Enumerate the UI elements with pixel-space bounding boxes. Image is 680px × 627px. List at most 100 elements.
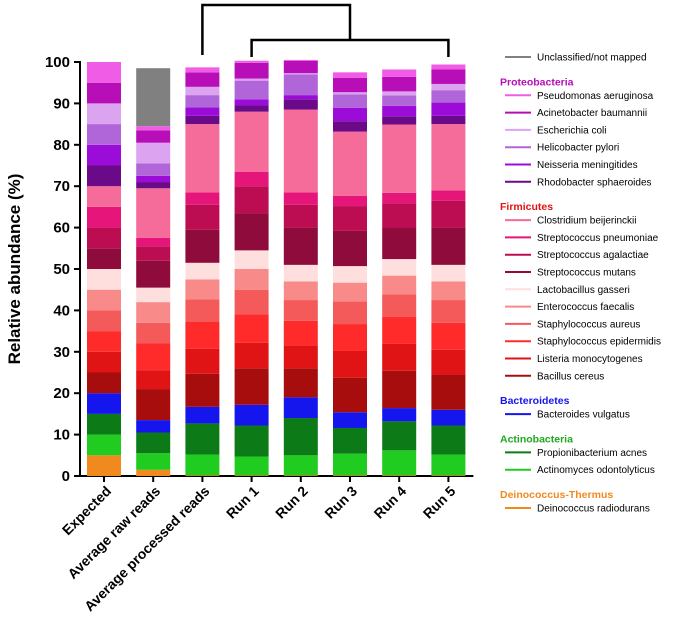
bar-segment-run-3-enterococcus-faecalis bbox=[333, 282, 367, 302]
bar-segment-average-raw-reads-acinetobacter-baumannii bbox=[136, 130, 171, 143]
bar-segment-average-raw-reads-listeria-monocytogenes bbox=[136, 370, 171, 390]
bar-segment-run-3-helicobacter-pylori bbox=[333, 94, 367, 108]
bar-segment-run-1-escherichia-coli bbox=[234, 78, 269, 81]
bar-segment-run-3-acinetobacter-baumannii bbox=[333, 77, 367, 93]
y-tick-label: 100 bbox=[45, 54, 70, 71]
y-tick-label: 30 bbox=[53, 344, 70, 361]
bar-segment-average-processed-reads-streptococcus-agalactiae bbox=[185, 204, 220, 230]
bar-segment-run-2-streptococcus-mutans bbox=[283, 227, 318, 265]
bar-segment-average-processed-reads-bacteroides-vulgatus bbox=[185, 406, 220, 424]
bar-segment-expected-neisseria-meningitides bbox=[87, 144, 121, 166]
bar-segment-run-1-pseudomonas-aeruginosa bbox=[234, 60, 269, 63]
bar-segment-run-4-staphylococcus-epidermidis bbox=[382, 317, 417, 344]
bar-segment-run-1-staphylococcus-epidermidis bbox=[234, 314, 269, 343]
bar-segment-run-3-lactobacillus-gasseri bbox=[333, 266, 367, 283]
legend-label-acinetobacter-baumannii: Acinetobacter baumannii bbox=[537, 108, 647, 119]
bar-segment-run-3-streptococcus-mutans bbox=[333, 230, 367, 267]
y-tick-label: 60 bbox=[53, 220, 70, 237]
y-tick-label: 0 bbox=[62, 468, 70, 485]
legend-label-streptococcus-pneumoniae: Streptococcus pneumoniae bbox=[537, 233, 659, 244]
bar-segment-run-2-neisseria-meningitides bbox=[283, 95, 318, 100]
bar-segment-expected-acinetobacter-baumannii bbox=[87, 82, 121, 104]
bar-segment-average-raw-reads-deinococcus-radiodurans bbox=[136, 469, 171, 476]
bar-segment-run-1-enterococcus-faecalis bbox=[234, 269, 269, 290]
bar-segment-run-3-bacteroides-vulgatus bbox=[333, 412, 367, 428]
bar-segment-run-2-deinococcus-radiodurans bbox=[283, 475, 318, 476]
bar-segment-run-2-listeria-monocytogenes bbox=[283, 345, 318, 369]
bar-segment-expected-pseudomonas-aeruginosa bbox=[87, 62, 121, 83]
bar-segment-average-processed-reads-streptococcus-pneumoniae bbox=[185, 192, 220, 205]
legend-label-bacillus-cereus: Bacillus cereus bbox=[537, 371, 604, 382]
bar-segment-run-1-streptococcus-pneumoniae bbox=[234, 171, 269, 187]
bar-segment-run-2-bacteroides-vulgatus bbox=[283, 397, 318, 419]
legend-label-enterococcus-faecalis: Enterococcus faecalis bbox=[537, 302, 634, 313]
x-tick-label: Run 3 bbox=[321, 483, 360, 522]
bar-segment-run-5-actinomyces-odontolyticus bbox=[431, 454, 466, 476]
bar-segment-run-1-streptococcus-agalactiae bbox=[234, 186, 269, 214]
bar-segment-run-1-streptococcus-mutans bbox=[234, 213, 269, 251]
bar-segment-expected-helicobacter-pylori bbox=[87, 124, 121, 145]
legend-label-listeria-monocytogenes: Listeria monocytogenes bbox=[537, 354, 643, 365]
bar-segment-average-raw-reads-clostridium-beijerinckii bbox=[136, 188, 171, 238]
bar-segment-expected-streptococcus-mutans bbox=[87, 248, 121, 269]
bar-segment-average-raw-reads-pseudomonas-aeruginosa bbox=[136, 126, 171, 131]
bar-segment-average-processed-reads-listeria-monocytogenes bbox=[185, 348, 220, 374]
x-tick-label: Run 5 bbox=[420, 483, 459, 522]
bar-segment-run-5-staphylococcus-epidermidis bbox=[431, 322, 466, 350]
bar-segment-run-2-lactobacillus-gasseri bbox=[283, 264, 318, 282]
bar-segment-average-raw-reads-streptococcus-agalactiae bbox=[136, 246, 171, 261]
bar-segment-run-5-escherichia-coli bbox=[431, 83, 466, 91]
bar-segment-average-processed-reads-neisseria-meningitides bbox=[185, 107, 220, 116]
bar-segment-run-5-staphylococcus-aureus bbox=[431, 300, 466, 323]
bar-segment-run-3-listeria-monocytogenes bbox=[333, 350, 367, 378]
bar-segment-average-processed-reads-streptococcus-mutans bbox=[185, 229, 220, 263]
bar-segment-expected-listeria-monocytogenes bbox=[87, 351, 121, 373]
bar-segment-run-4-listeria-monocytogenes bbox=[382, 343, 417, 371]
bar-segment-run-2-propionibacterium-acnes bbox=[283, 418, 318, 456]
legend-group-proteobacteria: Proteobacteria bbox=[500, 76, 574, 88]
bar-segment-average-raw-reads-lactobacillus-gasseri bbox=[136, 287, 171, 303]
bar-segment-run-3-clostridium-beijerinckii bbox=[333, 131, 367, 196]
legend-label-staphylococcus-aureus: Staphylococcus aureus bbox=[537, 319, 640, 330]
bar-segment-expected-lactobacillus-gasseri bbox=[87, 269, 121, 290]
bar-segment-run-3-streptococcus-pneumoniae bbox=[333, 195, 367, 207]
bar-segment-expected-escherichia-coli bbox=[87, 103, 121, 125]
legend-group-deinococcus-thermus: Deinococcus-Thermus bbox=[500, 489, 613, 501]
bar-segment-run-2-escherichia-coli bbox=[283, 73, 318, 75]
bar-segment-average-processed-reads-staphylococcus-aureus bbox=[185, 299, 220, 322]
bar-segment-run-5-enterococcus-faecalis bbox=[431, 281, 466, 301]
legend-label-bacteroides-vulgatus: Bacteroides vulgatus bbox=[537, 410, 630, 421]
legend-label-helicobacter-pylori: Helicobacter pylori bbox=[537, 143, 619, 154]
bar-segment-run-3-deinococcus-radiodurans bbox=[333, 475, 367, 476]
bar-segment-average-raw-reads-staphylococcus-aureus bbox=[136, 322, 171, 344]
bar-segment-run-4-enterococcus-faecalis bbox=[382, 275, 417, 295]
legend-label-propionibacterium-acnes: Propionibacterium acnes bbox=[537, 448, 647, 459]
runs-group-bracket bbox=[250, 38, 450, 57]
bar-segment-run-1-helicobacter-pylori bbox=[234, 80, 269, 100]
bar-segment-average-raw-reads-streptococcus-mutans bbox=[136, 260, 171, 288]
bar-segment-run-1-actinomyces-odontolyticus bbox=[234, 456, 269, 476]
legend-label-lactobacillus-gasseri: Lactobacillus gasseri bbox=[537, 285, 630, 296]
bar-segment-run-5-streptococcus-agalactiae bbox=[431, 200, 466, 228]
legend-label-deinococcus-radiodurans: Deinococcus radiodurans bbox=[537, 504, 650, 515]
bar-segment-expected-enterococcus-faecalis bbox=[87, 289, 121, 311]
bar-segment-run-5-bacteroides-vulgatus bbox=[431, 409, 466, 426]
bar-segment-run-5-clostridium-beijerinckii bbox=[431, 124, 466, 191]
bar-segment-expected-bacillus-cereus bbox=[87, 372, 121, 394]
bar-segment-average-processed-reads-deinococcus-radiodurans bbox=[185, 475, 220, 476]
bar-segment-run-5-lactobacillus-gasseri bbox=[431, 264, 466, 282]
bar-segment-run-2-helicobacter-pylori bbox=[283, 74, 318, 96]
bar-segment-run-5-acinetobacter-baumannii bbox=[431, 69, 466, 84]
bar-segment-expected-streptococcus-agalactiae bbox=[87, 227, 121, 249]
x-tick-label: Run 2 bbox=[272, 483, 311, 522]
bar-segment-run-1-bacteroides-vulgatus bbox=[234, 404, 269, 426]
bar-segment-run-4-clostridium-beijerinckii bbox=[382, 124, 417, 193]
bar-segment-run-5-streptococcus-pneumoniae bbox=[431, 190, 466, 201]
bar-segment-average-raw-reads-bacillus-cereus bbox=[136, 389, 171, 421]
bar-segment-run-4-neisseria-meningitides bbox=[382, 105, 417, 117]
y-axis-title: Relative abundance (%) bbox=[5, 174, 24, 365]
bar-segment-average-processed-reads-actinomyces-odontolyticus bbox=[185, 454, 220, 476]
bar-segment-average-processed-reads-staphylococcus-epidermidis bbox=[185, 321, 220, 349]
bar-segment-expected-bacteroides-vulgatus bbox=[87, 393, 121, 414]
